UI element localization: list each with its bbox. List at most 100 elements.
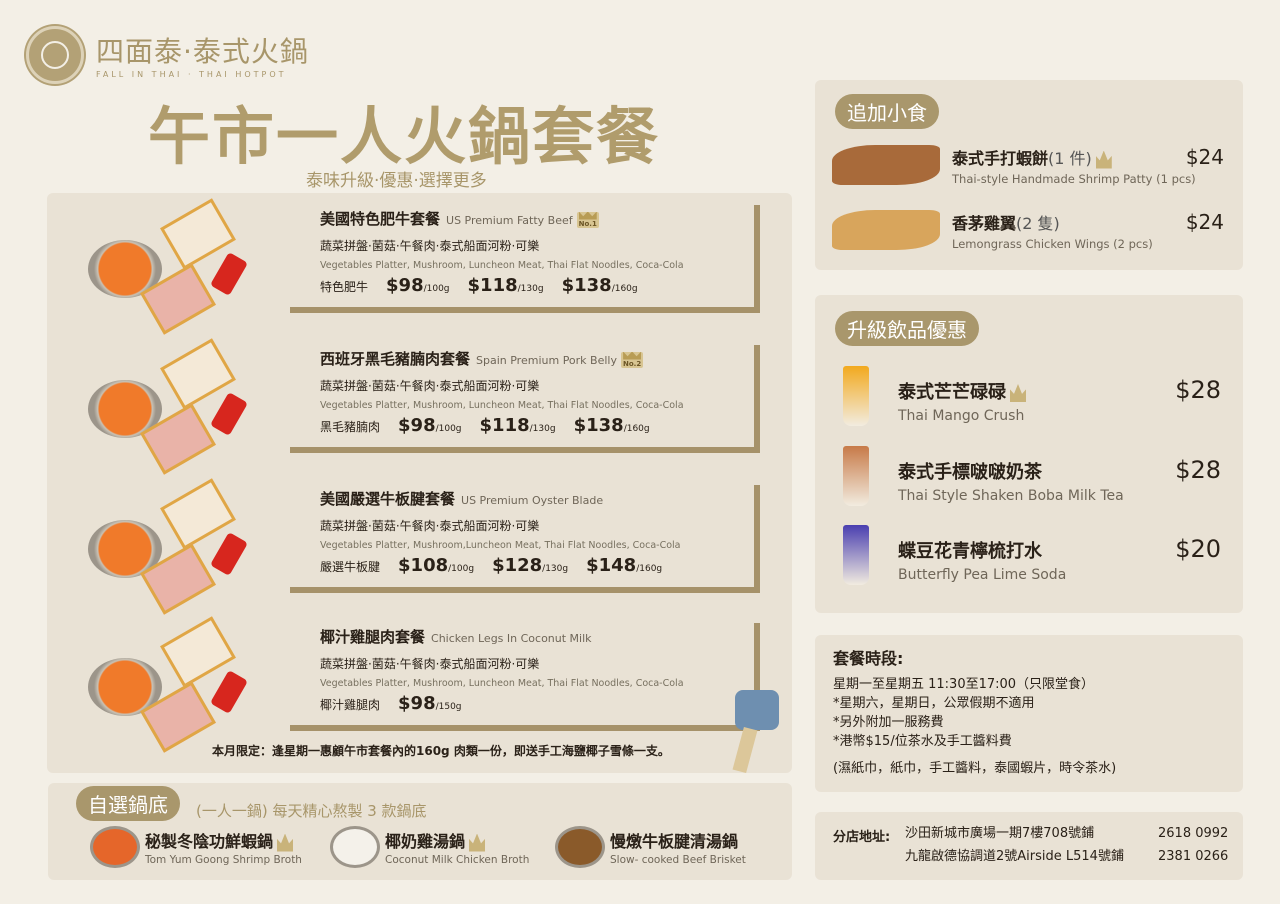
drink-name: 蝶豆花青檸梳打水	[898, 541, 1042, 562]
meat-name: 椰汁雞腿肉	[320, 698, 381, 712]
badge-rank: No.2	[623, 359, 642, 368]
price-option: $128/130g	[492, 555, 568, 576]
crown-badge: No.2	[621, 351, 644, 368]
crown-badge-icon	[578, 211, 597, 220]
crown-badge-icon	[1095, 150, 1112, 169]
hours-line: *另外附加一服務費	[833, 715, 944, 730]
set-name: 椰汁雞腿肉套餐	[320, 628, 426, 646]
price-option: $138/160g	[574, 415, 650, 436]
set-items-en: Vegetables Platter, Mushroom, Luncheon M…	[320, 260, 684, 271]
hours-line: *星期六，星期日，公眾假期不適用	[833, 696, 1035, 711]
set-items-cn: 蔬菜拼盤·菌菇·午餐肉·泰式船面河粉·可樂	[320, 239, 540, 253]
meat-name: 嚴選牛板腱	[320, 560, 381, 574]
brand-name-en: FALL IN THAI · THAI HOTPOT	[96, 70, 287, 79]
crown-badge: No.1	[576, 211, 599, 228]
broth-pot-image	[90, 826, 140, 868]
crown-badge-icon	[277, 833, 294, 852]
set-item: 美國嚴選牛板腱套餐 US Premium Oyster Blade 蔬菜拼盤·菌菇…	[320, 488, 681, 576]
snacks-label: 追加小食	[835, 94, 939, 129]
crown-badge-icon	[623, 351, 642, 360]
snack-name-en: Thai-style Handmade Shrimp Patty (1 pcs)	[952, 172, 1196, 186]
price: $98	[398, 693, 436, 714]
snack-name-en: Lemongrass Chicken Wings (2 pcs)	[952, 237, 1153, 251]
broth-name-en: Coconut Milk Chicken Broth	[385, 854, 530, 866]
snack-image	[832, 210, 940, 250]
drink-name-en: Butterfly Pea Lime Soda	[898, 567, 1067, 583]
set-card	[290, 205, 760, 313]
price-option: $148/160g	[586, 555, 662, 576]
branch-address: 沙田新城市廣場一期7樓708號鋪	[905, 826, 1095, 841]
set-items-cn: 蔬菜拼盤·菌菇·午餐肉·泰式船面河粉·可樂	[320, 657, 540, 671]
snack-item: 泰式手打蝦餅(1 件) Thai-style Handmade Shrimp P…	[952, 145, 1242, 186]
set-items-en: Vegetables Platter, Mushroom, Luncheon M…	[320, 678, 684, 689]
branch-phone: 2381 0266	[1158, 849, 1229, 864]
snack-qty: (1 件)	[1048, 149, 1092, 168]
price-unit: /100g	[448, 564, 475, 574]
broth-note: (一人一鍋) 每天精心熬製 3 款鍋底	[196, 802, 427, 820]
price: $98	[398, 415, 436, 436]
address-panel: 分店地址: 沙田新城市廣場一期7樓708號鋪 2618 0992 九龍啟德協調道…	[815, 812, 1243, 880]
set-name: 西班牙黑毛豬腩肉套餐	[320, 350, 471, 368]
brand-name: 四面泰·泰式火鍋	[96, 35, 309, 68]
set-name-en: US Premium Fatty Beef	[446, 214, 573, 227]
drink-price: $28	[1175, 376, 1221, 404]
hours-line: *港幣$15/位茶水及手工醬料費	[833, 734, 1012, 749]
broth-item: 慢燉牛板腱清湯鍋 Slow- cooked Beef Brisket	[610, 828, 746, 866]
snack-price: $24	[1185, 210, 1224, 234]
page-title: 午市一人火鍋套餐	[148, 100, 661, 173]
broth-name-en: Tom Yum Goong Shrimp Broth	[145, 854, 302, 866]
price-option: $118/130g	[468, 275, 544, 296]
hours-line: 星期一至星期五 11:30至17:00（只限堂食）	[833, 677, 1095, 692]
snack-qty: (2 隻)	[1016, 214, 1060, 233]
price: $128	[492, 555, 543, 576]
ice-pop-image	[735, 690, 779, 730]
set-name-en: US Premium Oyster Blade	[461, 494, 604, 507]
broth-item: 椰奶雞湯鍋 Coconut Milk Chicken Broth	[385, 828, 529, 866]
set-items-cn: 蔬菜拼盤·菌菇·午餐肉·泰式船面河粉·可樂	[320, 519, 540, 533]
set-item: 美國特色肥牛套餐 US Premium Fatty Beef No.1 蔬菜拼盤·菌…	[320, 208, 684, 296]
price-unit: /160g	[623, 424, 650, 434]
set-name: 美國特色肥牛套餐	[320, 210, 441, 228]
drink-image	[843, 525, 869, 585]
broth-pot-image	[555, 826, 605, 868]
price: $118	[467, 275, 518, 296]
set-items-cn: 蔬菜拼盤·菌菇·午餐肉·泰式船面河粉·可樂	[320, 379, 540, 393]
logo	[26, 26, 84, 84]
snack-name: 香茅雞翼	[952, 214, 1017, 233]
set-card	[290, 345, 760, 453]
snack-price: $24	[1185, 145, 1224, 169]
drink-image	[843, 446, 869, 506]
price-option: $98/100g	[386, 275, 450, 296]
page-subtitle: 泰味升級·優惠·選擇更多	[306, 171, 487, 191]
broth-name: 椰奶雞湯鍋	[385, 832, 466, 851]
price-unit: /160g	[611, 284, 638, 294]
set-item: 西班牙黑毛豬腩肉套餐 Spain Premium Pork Belly No.2 蔬…	[320, 348, 684, 436]
branch-phone: 2618 0992	[1158, 826, 1229, 841]
broth-pot-image	[330, 826, 380, 868]
branch-address: 九龍啟德協調道2號Airside L514號鋪	[905, 849, 1124, 864]
drink-item: 泰式芒芒碌碌 Thai Mango Crush $28	[898, 376, 1243, 424]
meat-name: 特色肥牛	[320, 280, 369, 294]
set-item: 椰汁雞腿肉套餐 Chicken Legs In Coconut Milk 蔬菜拼盤…	[320, 626, 684, 714]
set-name: 美國嚴選牛板腱套餐	[320, 490, 456, 508]
price: $148	[586, 555, 637, 576]
meat-name: 黑毛豬腩肉	[320, 420, 381, 434]
price-unit: /160g	[636, 564, 663, 574]
price-option: $108/100g	[398, 555, 474, 576]
broth-name-en: Slow- cooked Beef Brisket	[610, 854, 746, 866]
set-name-en: Chicken Legs In Coconut Milk	[431, 632, 592, 645]
price-option: $98/150g	[398, 693, 462, 714]
price-option: $118/130g	[480, 415, 556, 436]
broth-label: 自選鍋底	[76, 786, 180, 821]
set-items-en: Vegetables Platter, Mushroom,Luncheon Me…	[320, 540, 681, 551]
drink-price: $20	[1175, 535, 1221, 563]
price-unit: /100g	[435, 424, 462, 434]
price-option: $98/100g	[398, 415, 462, 436]
drink-image	[843, 366, 869, 426]
set-name-en: Spain Premium Pork Belly	[476, 354, 617, 367]
drink-price: $28	[1175, 456, 1221, 484]
price-unit: /100g	[423, 284, 450, 294]
price-unit: /130g	[529, 424, 556, 434]
set-items-en: Vegetables Platter, Mushroom, Luncheon M…	[320, 400, 684, 411]
drink-name-en: Thai Mango Crush	[898, 408, 1025, 424]
